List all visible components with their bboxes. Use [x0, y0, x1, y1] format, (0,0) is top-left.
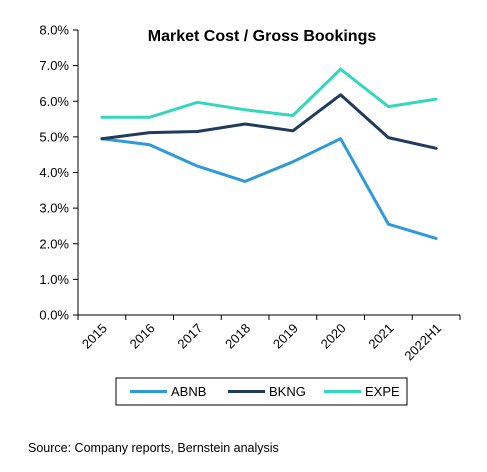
chart-title: Market Cost / Gross Bookings [148, 28, 377, 45]
y-tick-label: 7.0% [39, 58, 69, 73]
x-tick-label: 2022H1 [401, 321, 444, 364]
y-tick-label: 8.0% [39, 23, 69, 38]
y-tick-label: 5.0% [39, 129, 69, 144]
x-axis-ticks: 2015 2016 2017 2018 2019 2020 2021 2022H1 [77, 315, 461, 364]
series-lines [100, 67, 438, 240]
x-tick-label: 2017 [174, 321, 205, 352]
y-tick-label: 0.0% [39, 308, 69, 323]
series-line-abnb [100, 137, 438, 240]
legend-label-expe: EXPE [365, 384, 400, 399]
source-note: Source: Company reports, Bernstein analy… [28, 441, 279, 455]
series-line-bkng [100, 93, 438, 150]
y-axis-ticks: 0.0% 1.0% 2.0% 3.0% 4.0% 5.0% 6.0% 7.0% 8.0% [39, 23, 78, 323]
x-tick-label: 2016 [127, 321, 158, 352]
x-tick-label: 2015 [79, 321, 110, 352]
y-tick-label: 1.0% [39, 272, 69, 287]
x-tick-label: 2018 [222, 321, 253, 352]
y-tick-label: 3.0% [39, 201, 69, 216]
y-tick-label: 6.0% [39, 94, 69, 109]
series-line-expe [100, 67, 438, 119]
x-tick-label: 2020 [318, 321, 349, 352]
legend: ABNB BKNG EXPE [115, 377, 408, 406]
y-tick-label: 2.0% [39, 236, 69, 251]
legend-label-bkng: BKNG [269, 384, 306, 399]
x-tick-label: 2021 [365, 321, 396, 352]
x-tick-label: 2019 [270, 321, 301, 352]
legend-label-abnb: ABNB [171, 384, 206, 399]
y-tick-label: 4.0% [39, 165, 69, 180]
